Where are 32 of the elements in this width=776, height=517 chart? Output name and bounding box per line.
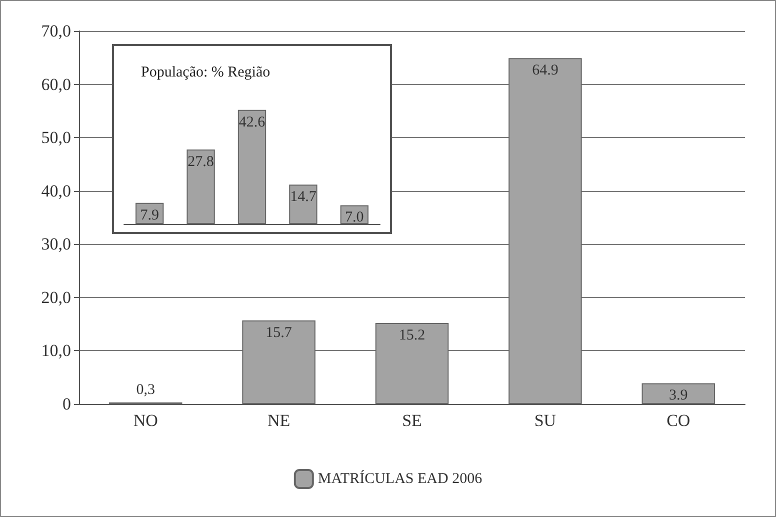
y-tick-label: 0 — [62, 394, 71, 414]
bar — [289, 184, 318, 224]
y-tick-label: 30,0 — [41, 234, 71, 254]
y-tick-label: 60,0 — [41, 74, 71, 94]
bar — [642, 383, 716, 404]
y-tick-label: 70,0 — [41, 22, 71, 40]
x-tick-label: CO — [666, 411, 690, 430]
data-label: 15.7 — [266, 324, 292, 341]
x-tick-label: NO — [133, 411, 158, 430]
bar — [186, 149, 215, 224]
y-tick-label: 10,0 — [41, 341, 71, 360]
data-label: 27.8 — [188, 154, 214, 170]
data-label: 42.6 — [238, 114, 266, 130]
y-tick-label: 40,0 — [41, 181, 71, 200]
data-label: 15.2 — [398, 328, 426, 344]
x-tick-label: SU — [534, 411, 556, 430]
y-tick-label: 50,0 — [41, 128, 71, 148]
bar — [238, 110, 266, 224]
y-tick-label: 20,0 — [41, 288, 71, 307]
data-label: 14.7 — [290, 189, 317, 206]
x-tick-label: NE — [267, 411, 290, 430]
chart-title: População: % Região — [141, 64, 270, 80]
data-label: 0,3 — [136, 382, 155, 398]
bar — [375, 323, 449, 404]
data-label: 3.9 — [669, 388, 688, 404]
bar — [242, 320, 316, 404]
x-tick-label: SE — [402, 411, 422, 430]
bar — [508, 58, 582, 404]
data-label: 7.9 — [140, 207, 159, 224]
data-label: 7.0 — [345, 210, 364, 226]
data-label: 64.9 — [532, 62, 558, 79]
legend-label: MATRÍCULAS EAD 2006 — [318, 470, 483, 487]
